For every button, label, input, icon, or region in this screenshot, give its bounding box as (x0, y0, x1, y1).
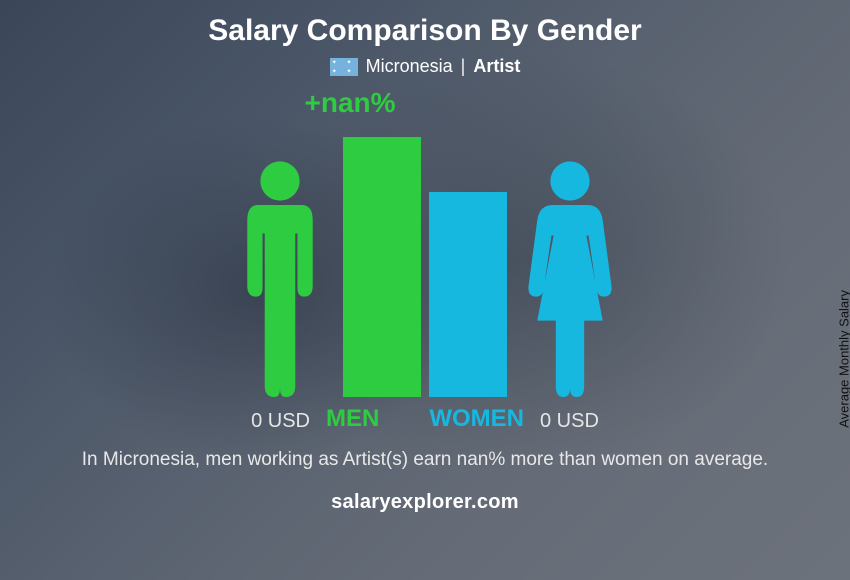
women-bar (429, 192, 507, 397)
labels-row: 0 USD MEN WOMEN 0 USD (251, 405, 599, 433)
female-figure (515, 157, 625, 397)
women-label: WOMEN (429, 405, 524, 433)
page-title: Salary Comparison By Gender (208, 14, 641, 48)
male-figure (225, 157, 335, 397)
separator: | (461, 56, 466, 77)
men-amount: 0 USD (251, 410, 310, 433)
flag-icon (330, 58, 358, 76)
y-axis-label: Average Monthly Salary (837, 290, 850, 428)
men-bar (343, 137, 421, 397)
percent-difference-label: +nan% (304, 87, 395, 119)
male-icon (225, 157, 335, 397)
female-icon (515, 157, 625, 397)
description-text: In Micronesia, men working as Artist(s) … (82, 447, 768, 473)
country-label: Micronesia (366, 56, 453, 77)
comparison-chart (225, 117, 625, 397)
women-amount: 0 USD (540, 410, 599, 433)
infographic-container: Salary Comparison By Gender Micronesia |… (0, 0, 850, 580)
subtitle-row: Micronesia | Artist (330, 56, 521, 77)
men-label: MEN (326, 405, 379, 433)
brand-label: salaryexplorer.com (331, 491, 519, 514)
role-label: Artist (473, 56, 520, 77)
